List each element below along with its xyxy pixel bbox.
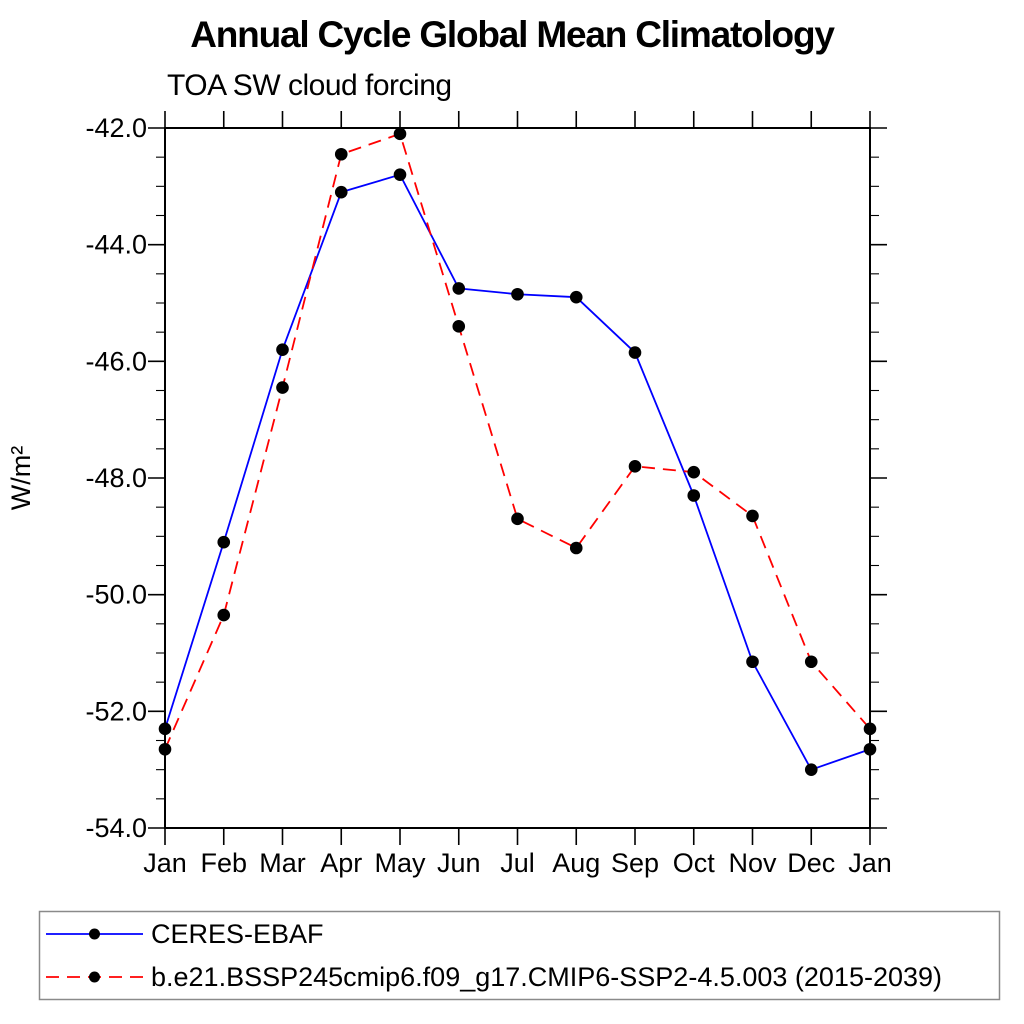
x-tick-label: Sep [611, 848, 659, 878]
data-point [158, 722, 172, 736]
y-tick-label: -48.0 [85, 463, 147, 493]
data-point [511, 512, 524, 526]
y-tick-label: -42.0 [85, 113, 147, 143]
data-point [217, 535, 231, 549]
data-point [276, 343, 289, 356]
data-point [628, 346, 642, 359]
x-tick-label: Jan [143, 848, 187, 878]
data-point [863, 742, 877, 756]
legend-label: CERES-EBAF [151, 919, 324, 949]
data-point [746, 509, 759, 523]
data-point [687, 489, 701, 502]
x-tick-label: Mar [259, 848, 306, 878]
x-tick-label: Jan [848, 848, 892, 878]
data-point [276, 381, 289, 394]
data-point [393, 168, 407, 181]
data-point [511, 287, 524, 301]
y-axis-label: W/m² [6, 446, 36, 510]
y-tick-label: -50.0 [85, 580, 147, 610]
x-tick-label: Jun [437, 848, 481, 878]
plot-frame [164, 127, 871, 829]
series-0-line [164, 173, 871, 771]
x-tick-label: May [374, 848, 426, 878]
x-tick-label: Jul [500, 848, 535, 878]
data-point [687, 465, 701, 479]
x-tick-label: Dec [787, 848, 835, 878]
legend-marker [89, 928, 100, 940]
x-tick-label: Feb [200, 848, 247, 878]
data-point [569, 290, 583, 304]
x-axis-ticks [164, 111, 871, 845]
data-point [804, 763, 818, 776]
data-point [569, 541, 583, 555]
legend-box [38, 910, 1001, 1001]
legend-entry-1: b.e21.BSSP245cmip6.f09_g17.CMIP6-SSP2-4.… [46, 962, 942, 992]
data-point [863, 722, 877, 736]
x-tick-label: Apr [320, 848, 362, 878]
legend-marker [89, 971, 100, 983]
data-point [334, 185, 348, 199]
x-tick-label: Nov [728, 848, 777, 878]
data-point [452, 282, 466, 295]
series-0-markers [158, 168, 877, 776]
data-point [217, 608, 231, 622]
x-axis-tick-labels: Jan Feb Mar Apr May Jun Jul Aug Sep Oct Nov Dec Jan [143, 848, 892, 878]
x-tick-label: Oct [673, 848, 716, 878]
series-1-markers [158, 127, 877, 756]
data-point [158, 742, 172, 756]
data-point [746, 655, 759, 669]
x-tick-label: Aug [552, 848, 600, 878]
legend-entry-0: CERES-EBAF [46, 919, 324, 949]
data-point [334, 147, 348, 161]
y-tick-label: -52.0 [85, 696, 147, 726]
data-point [452, 320, 466, 333]
data-point [393, 127, 407, 141]
y-tick-label: -44.0 [85, 230, 147, 260]
y-tick-label: -54.0 [85, 813, 147, 843]
data-point [804, 655, 818, 669]
legend-label: b.e21.BSSP245cmip6.f09_g17.CMIP6-SSP2-4.… [151, 962, 942, 992]
y-tick-label: -46.0 [85, 346, 147, 376]
chart-subtitle: TOA SW cloud forcing [167, 69, 452, 102]
series-1-line [164, 132, 871, 750]
y-axis-tick-labels: -42.0 -44.0 -46.0 -48.0 -50.0 -52.0 -54.0 [85, 113, 147, 843]
chart-title: Annual Cycle Global Mean Climatology [190, 14, 835, 55]
y-axis-ticks [148, 127, 887, 829]
data-point [628, 460, 642, 473]
legend: CERES-EBAF b.e21.BSSP245cmip6.f09_g17.CMI… [38, 910, 1001, 1001]
